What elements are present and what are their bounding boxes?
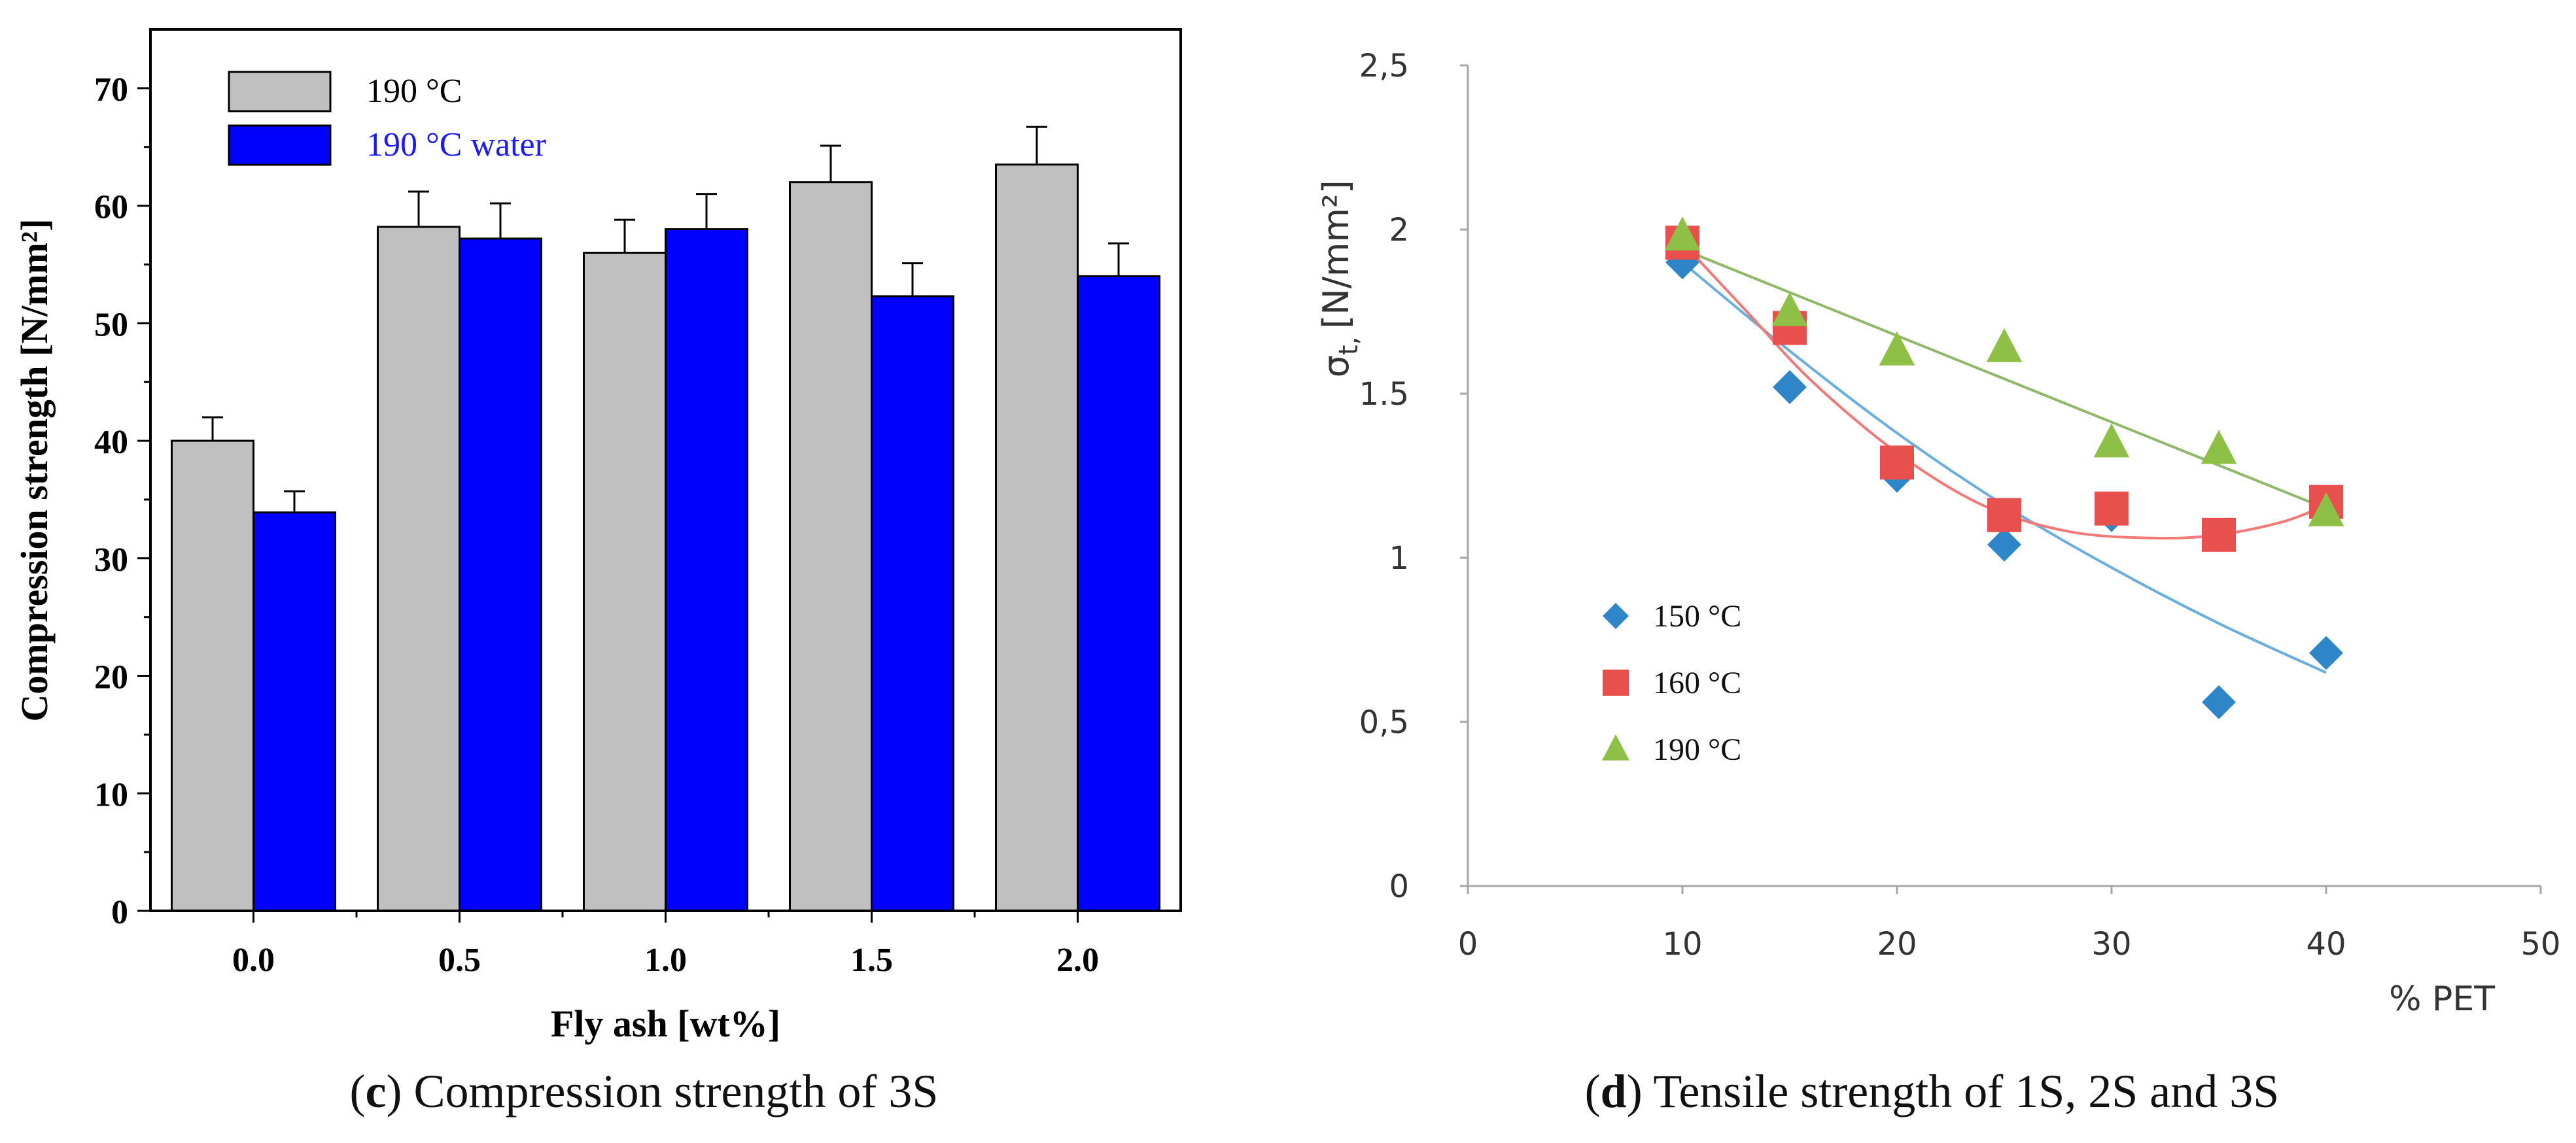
- y-tick-label: 0,5: [1359, 704, 1409, 741]
- caption-c: (c) Compression strength of 3S: [349, 1065, 939, 1117]
- legend-swatch-dry: [228, 71, 332, 112]
- point-190c: [1879, 331, 1915, 366]
- caption-c-letter: c: [365, 1065, 387, 1117]
- y-tick-label: 2,5: [1359, 48, 1409, 84]
- y-axis-title-symbol: σ: [1315, 355, 1357, 377]
- point-160c: [1987, 498, 2021, 532]
- x-tick-label: 0: [1458, 926, 1478, 963]
- point-190c: [1664, 216, 1701, 251]
- point-150c: [2309, 636, 2343, 670]
- x-axis-title: % PET: [2389, 980, 2495, 1019]
- y-tick-label: 50: [94, 306, 128, 343]
- x-tick-label: 30: [2091, 926, 2131, 963]
- x-axis-title: Fly ash [wt%]: [551, 1002, 780, 1045]
- point-150c: [2202, 685, 2236, 719]
- legend-label-150c: 150 °C: [1653, 599, 1741, 634]
- y-tick-label: 1: [1389, 540, 1409, 577]
- legend-label-160c: 160 °C: [1653, 666, 1741, 700]
- point-190c: [1771, 292, 1808, 326]
- caption-d: (d) Tensile strength of 1S, 2S and 3S: [1584, 1065, 2280, 1117]
- y-tick-label: 60: [94, 189, 128, 226]
- panel-d-tensile-chart: 0 0,5 1 1.5 2 2,5 0 10 20 30 40 50 % PET σt, [N/mm²] 15…: [1288, 0, 2576, 1143]
- bar-water: [252, 511, 336, 912]
- legend-marker-190c: [1602, 734, 1629, 760]
- bar-water: [871, 295, 954, 912]
- plot-frame: [149, 28, 1182, 912]
- legend-label-190c: 190 °C: [1653, 732, 1741, 767]
- point-190c: [2093, 423, 2130, 458]
- caption-d-letter: d: [1600, 1065, 1627, 1117]
- fit-line-190: [1682, 248, 2327, 510]
- y-tick-label: 40: [94, 424, 128, 461]
- y-axis-title: Compression strength [N/mm²]: [13, 218, 56, 721]
- bar-dry: [171, 439, 254, 912]
- y-tick-label: 0: [1389, 868, 1409, 905]
- point-150c: [1773, 369, 1807, 404]
- x-tick-label: 40: [2306, 926, 2346, 963]
- x-tick-label: 0.0: [232, 942, 275, 979]
- y-tick-label: 1.5: [1359, 376, 1409, 413]
- legend-marker-150c: [1603, 603, 1629, 629]
- legend-label-dry: 190 °C: [366, 73, 462, 110]
- legend-swatch-water: [228, 124, 332, 166]
- x-tick-label: 50: [2520, 926, 2560, 963]
- bar-dry: [995, 163, 1079, 912]
- point-190c: [1986, 328, 2023, 362]
- bar-water: [665, 228, 748, 912]
- x-tick-label: 0.5: [438, 942, 481, 979]
- x-tick-label: 1.0: [644, 942, 687, 979]
- bar-dry: [583, 251, 667, 912]
- caption-c-text: Compression strength of 3S: [413, 1065, 939, 1117]
- x-tick-label: 20: [1877, 926, 1917, 963]
- caption-d-text: Tensile strength of 1S, 2S and 3S: [1653, 1065, 2280, 1117]
- y-tick-label: 2: [1389, 212, 1409, 248]
- point-190c: [2201, 430, 2237, 464]
- point-160c: [1880, 445, 1914, 480]
- y-tick-label: 10: [94, 776, 128, 813]
- tensile-chart-svg: 0 0,5 1 1.5 2 2,5 0 10 20 30 40 50 % PET σt, [N/mm²] 15…: [1315, 48, 2561, 1019]
- x-tick-label: 10: [1662, 926, 1702, 963]
- point-160c: [2095, 491, 2129, 526]
- panel-c-compression-chart: 0 10 20 30 40 50 60 70 0.0 0.5 1.0 1.5 2.0 Fly ash [w…: [13, 28, 1182, 1117]
- y-tick-label: 20: [94, 659, 128, 696]
- compression-chart-svg: 0 10 20 30 40 50 60 70 0.0 0.5 1.0 1.5 2.0 Fly ash [w…: [13, 28, 1182, 1045]
- point-160c: [2202, 517, 2236, 552]
- bar-water: [1077, 275, 1160, 912]
- x-tick-label: 1.5: [850, 942, 893, 979]
- y-tick-label: 0: [111, 894, 128, 931]
- bar-dry: [789, 181, 873, 912]
- legend-label-water: 190 °C water: [366, 126, 546, 163]
- bar-water: [459, 237, 542, 912]
- y-axis-title: σt, [N/mm²]: [1315, 180, 1364, 377]
- y-axis-title-unit: [N/mm²]: [1315, 180, 1357, 329]
- y-axis-title-subscript: t,: [1334, 337, 1364, 355]
- point-190c: [2308, 492, 2344, 526]
- y-tick-label: 30: [94, 541, 128, 579]
- x-tick-label: 2.0: [1056, 942, 1099, 979]
- y-tick-label: 70: [94, 71, 128, 109]
- bar-dry: [377, 226, 461, 912]
- legend-marker-160c: [1603, 670, 1629, 696]
- point-150c: [1987, 527, 2021, 562]
